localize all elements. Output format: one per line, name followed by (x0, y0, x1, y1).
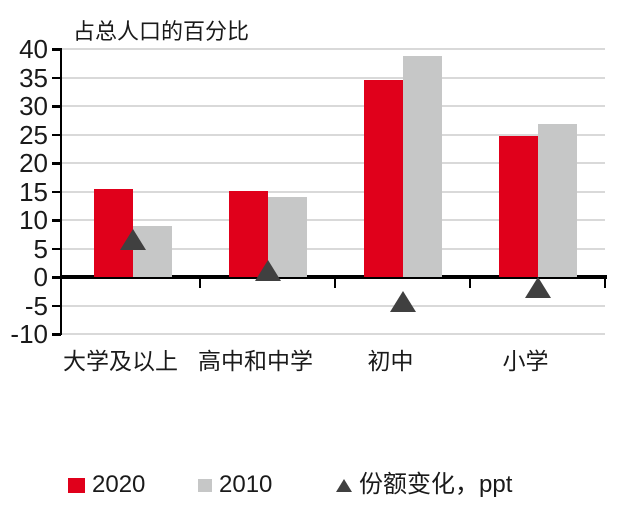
x-axis-tick (603, 279, 606, 288)
legend-swatch-2020-icon (68, 477, 85, 493)
y-axis-label: 25 (19, 119, 48, 150)
y-axis-label: -5 (24, 290, 48, 321)
x-axis-tick (198, 279, 201, 288)
gridline (62, 48, 605, 50)
y-axis-tick (52, 276, 61, 279)
change-marker (119, 229, 146, 251)
y-axis-label: 15 (19, 176, 48, 207)
bar-2020 (363, 80, 403, 277)
bar-2020 (498, 135, 538, 277)
y-axis-label: 30 (19, 91, 48, 121)
gridline (62, 304, 605, 307)
bar-2010 (537, 124, 577, 277)
x-axis-tick (468, 279, 471, 288)
x-axis-category-label: 小学 (502, 348, 549, 374)
gridline (62, 333, 605, 335)
y-axis-label: 20 (19, 148, 48, 178)
y-axis-label: 0 (33, 262, 48, 292)
gridline (62, 247, 605, 250)
legend-triangle-icon (336, 478, 352, 492)
gridline (62, 190, 605, 193)
change-marker (389, 291, 416, 312)
gridline (62, 219, 605, 221)
chart-title: 占总人口的百分比 (73, 19, 250, 44)
y-axis-tick (52, 133, 61, 136)
gridline (62, 162, 605, 164)
y-axis-tick (52, 190, 61, 193)
x-axis-category-label: 高中和中学 (198, 348, 313, 374)
legend-item-2020: 2020 (68, 468, 145, 502)
legend: 2020 2010 份额变化，ppt (0, 468, 640, 502)
gridline (62, 76, 605, 79)
gridline (62, 105, 605, 107)
legend-label-2020: 2020 (92, 471, 146, 498)
x-axis-tick (333, 279, 336, 288)
y-axis-label: 40 (19, 34, 48, 64)
x-axis-category-label: 大学及以上 (63, 348, 178, 374)
legend-swatch-2010-icon (198, 478, 212, 492)
bar-2010 (402, 55, 442, 277)
legend-item-2010: 2010 (198, 468, 272, 502)
y-axis-tick (52, 219, 61, 222)
y-axis-tick (52, 333, 61, 336)
y-axis-tick (52, 162, 61, 165)
y-axis-tick (52, 247, 61, 250)
y-axis-label: -10 (10, 319, 48, 349)
change-marker (254, 260, 281, 282)
gridline (62, 133, 605, 136)
x-axis-line (59, 275, 607, 279)
legend-label-2010: 2010 (219, 471, 273, 498)
y-axis-tick (52, 304, 61, 307)
legend-label-change: 份额变化，ppt (359, 471, 513, 498)
x-axis-category-label: 初中 (367, 348, 414, 374)
y-axis-label: 35 (19, 62, 48, 93)
legend-item-change: 份额变化，ppt (336, 468, 512, 502)
y-axis-label: 5 (33, 233, 48, 264)
change-marker (524, 277, 551, 299)
y-axis-line (59, 48, 62, 335)
y-axis-label: 10 (19, 205, 48, 235)
y-axis-tick (52, 105, 61, 108)
y-axis-tick (52, 48, 61, 51)
y-axis-tick (52, 76, 61, 79)
